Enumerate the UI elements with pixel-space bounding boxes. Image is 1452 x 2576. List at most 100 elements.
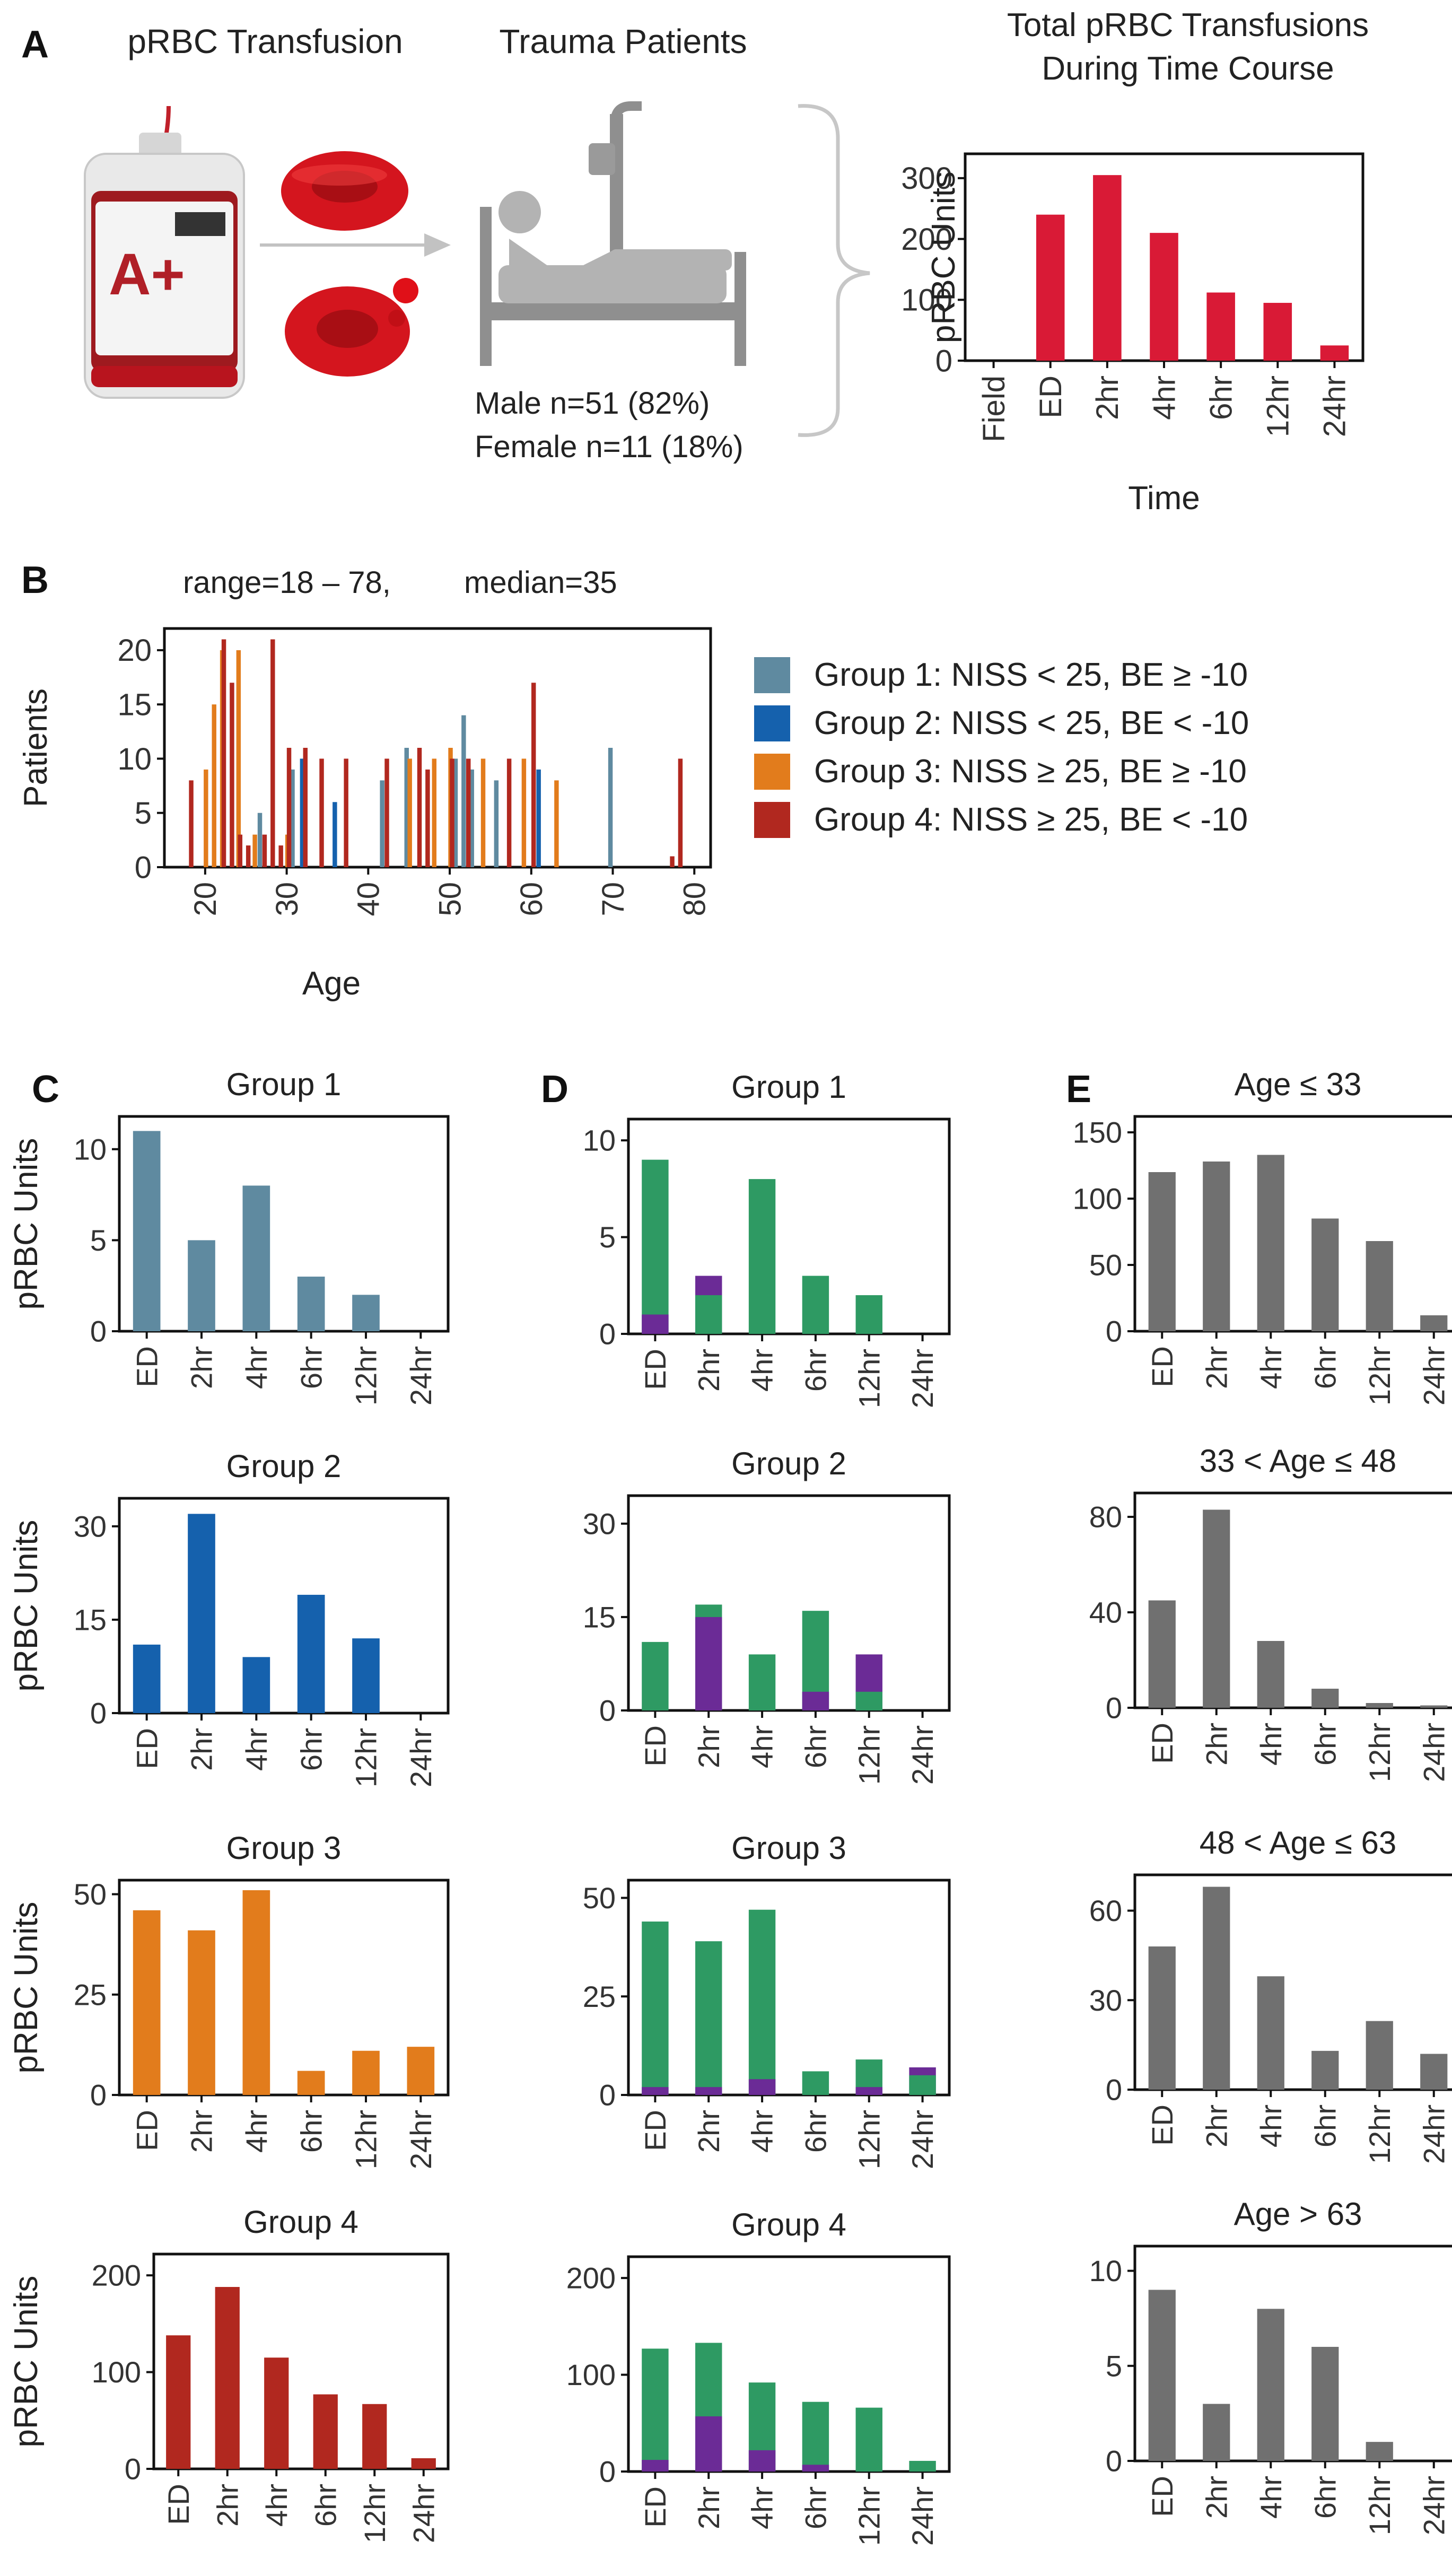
e1-chart-title: Age ≤ 33 (1235, 1067, 1362, 1102)
e1-chart-ytick-label: 100 (1073, 1182, 1122, 1216)
d2-chart-xtick-label: 24hr (906, 1725, 939, 1785)
c1-chart-xtick-label: 2hr (185, 1346, 218, 1389)
e2-chart-ytick-label: 0 (1106, 1691, 1122, 1725)
d3-chart-ytick-label: 50 (583, 1881, 616, 1915)
age-bar-group2 (333, 802, 337, 867)
age-chart-xlabel: Age (302, 965, 361, 1002)
d2-chart-ytick-label: 30 (583, 1507, 616, 1540)
c2-chart-bar-6hr (297, 1594, 325, 1713)
d2-chart-xtick-label: 12hr (852, 1725, 886, 1785)
age-xtick-label: 40 (352, 882, 386, 916)
e4-chart-ytick-label: 5 (1106, 2349, 1122, 2382)
panel-label-a: A (21, 23, 49, 66)
e2-chart-bar-6hr (1311, 1689, 1339, 1708)
e4-chart-bar-12hr (1366, 2442, 1393, 2461)
e4-chart-xtick-label: 2hr (1200, 2476, 1233, 2519)
d2-chart-bar-lower-6hr (802, 1691, 829, 1710)
c3-chart-xtick-label: 2hr (185, 2110, 218, 2153)
charts-layer: Total pRBC Transfusions During Time Cours… (8, 7, 1452, 2546)
c2-chart-xtick-label: 4hr (240, 1728, 273, 1771)
d1-chart-xtick-label: 12hr (852, 1349, 886, 1408)
female-count: Female n=11 (18%) (475, 430, 744, 464)
c1-chart-bar-2hr (188, 1240, 215, 1331)
c1-chart-ytick-label: 5 (90, 1224, 107, 1257)
total-chart-bar-24hr (1320, 345, 1349, 361)
total-chart-xtick-label: 2hr (1090, 376, 1125, 420)
e4-chart-xtick-label: 6hr (1308, 2476, 1342, 2519)
e3-chart-bar-6hr (1311, 2050, 1339, 2090)
age-bar-group3 (236, 650, 241, 867)
c4-chart-xtick-label: 24hr (407, 2484, 440, 2543)
c3-chart-ytick-label: 25 (74, 1978, 107, 2011)
legend-label-group2: Group 2: NISS < 25, BE < -10 (814, 705, 1249, 741)
total-chart-ytick-label: 300 (901, 161, 952, 196)
age-bar-group3 (204, 769, 208, 867)
e1-chart-xtick-label: 12hr (1363, 1346, 1396, 1405)
total-chart-bar-ed (1036, 214, 1065, 361)
c3-chart-ytick-label: 0 (90, 2079, 107, 2112)
panel-label-e: E (1066, 1068, 1091, 1111)
e2-chart-xtick-label: 2hr (1200, 1723, 1233, 1766)
age-bar-group2 (300, 758, 305, 867)
e4-chart-bar-6hr (1311, 2346, 1339, 2461)
c4-chart-bar-6hr (313, 2394, 338, 2469)
total-chart-xtick-label: ED (1034, 376, 1068, 418)
d3-chart-bar-lower-ed (642, 2087, 669, 2095)
e4-chart-xtick-label: 4hr (1254, 2476, 1288, 2519)
age-bar-group4 (270, 639, 275, 867)
d1-chart-bar-lower-2hr (695, 1295, 722, 1334)
blood-type-label: A+ (109, 242, 185, 307)
d3-chart-bar-upper-4hr (748, 1909, 776, 2095)
d4-chart-bar-lower-ed (642, 2460, 669, 2472)
age-ytick-label: 5 (135, 796, 152, 831)
e1-chart-bar-ed (1148, 1172, 1176, 1331)
blood-bag-icon: A+ (84, 106, 245, 399)
e1-chart-ytick-label: 50 (1089, 1248, 1122, 1282)
d4-chart-xtick-label: 24hr (906, 2486, 939, 2546)
c4-chart-xtick-label: 4hr (260, 2484, 293, 2527)
c1-chart-xtick-label: 24hr (404, 1346, 438, 1405)
c4-chart-bar-4hr (264, 2357, 289, 2469)
age-bar-group4 (303, 748, 308, 867)
age-ytick-label: 10 (117, 742, 152, 776)
age-xtick-label: 80 (678, 882, 712, 916)
hospital-bed-icon (480, 101, 746, 366)
c2-chart-ytick-label: 15 (74, 1603, 107, 1637)
e1-chart-bar-6hr (1311, 1218, 1339, 1331)
d4-chart-bar-upper-ed (642, 2348, 669, 2472)
d1-chart-xtick-label: 4hr (746, 1349, 779, 1392)
age-bar-group4 (678, 758, 683, 867)
e1-chart-xtick-label: 6hr (1308, 1346, 1342, 1389)
age-bar-group4 (531, 683, 536, 867)
d1-chart-bar-upper-12hr (855, 1295, 882, 1334)
d1-chart-ytick-label: 5 (599, 1220, 616, 1254)
e3-chart-bar-ed (1148, 1946, 1176, 2090)
total-chart-title: During Time Course (1042, 50, 1334, 87)
d4-chart-bar-upper-6hr (802, 2402, 829, 2472)
e3-chart-bar-2hr (1203, 1887, 1230, 2090)
c1-chart-xtick-label: 12hr (349, 1346, 383, 1405)
d4-chart-xtick-label: 4hr (746, 2486, 779, 2529)
total-chart-xtick-label: 12hr (1261, 376, 1296, 437)
age-bar-group1 (380, 780, 384, 867)
e4-chart-ytick-label: 0 (1106, 2444, 1122, 2478)
e3-chart-frame (1133, 1873, 1452, 2091)
age-bar-group3 (212, 704, 216, 867)
d1-chart-bar-upper-4hr (748, 1179, 776, 1334)
e2-chart-ytick-label: 40 (1089, 1596, 1122, 1629)
c1-chart-xtick-label: 4hr (240, 1346, 273, 1389)
c3-chart-xtick-label: 6hr (294, 2110, 328, 2153)
d1-chart-frame (627, 1117, 951, 1335)
d2-chart-xtick-label: 6hr (799, 1725, 833, 1768)
c2-chart-bar-ed (133, 1644, 161, 1713)
c3-chart-bar-4hr (242, 1890, 270, 2095)
d2-chart-bar-upper-4hr (748, 1654, 776, 1710)
c4-chart-xtick-label: 6hr (309, 2484, 342, 2527)
e3-chart-ytick-label: 30 (1089, 1984, 1122, 2017)
d3-chart-title: Group 3 (731, 1830, 846, 1866)
age-bar-group1 (494, 780, 499, 867)
d2-chart-bar-lower-12hr (855, 1691, 882, 1710)
legend-label-group1: Group 1: NISS < 25, BE ≥ -10 (814, 657, 1248, 693)
total-chart-xtick-label: 24hr (1318, 376, 1352, 437)
age-bar-group4 (384, 758, 389, 867)
